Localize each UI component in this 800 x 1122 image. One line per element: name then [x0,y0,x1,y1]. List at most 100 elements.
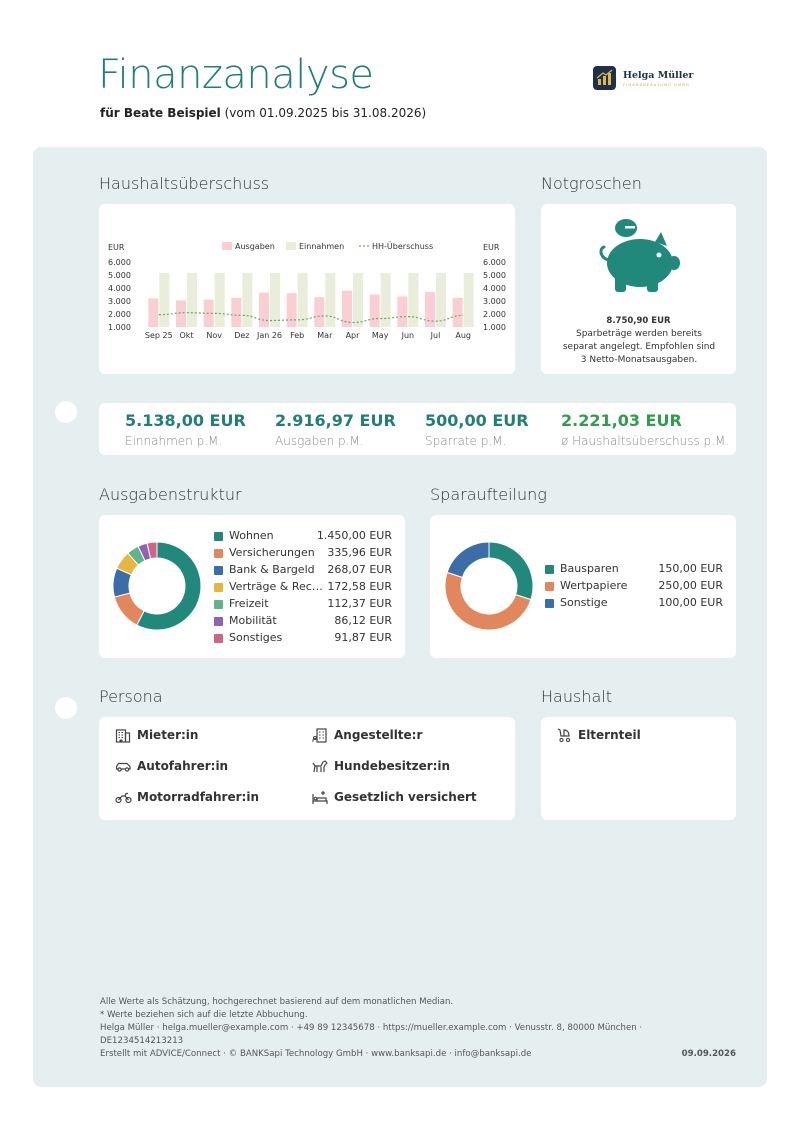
apartment-building-icon [115,729,131,743]
bar-chart-logo-icon [593,66,616,90]
y-tick-label: 5.000 [108,271,131,280]
haushaltsueberschuss-chart: EUR EUR 6.000 6.000 5.000 5.000 4.000 4.000 3.00… [108,241,506,340]
legend-swatch [214,532,223,541]
persona-label: Motorradfahrer:in [137,790,259,804]
legend-label: Wohnen [229,529,274,542]
sparaufteilung-card: Bausparen 150,00 EUR Wertpapiere 250,00 EUR… [430,515,736,658]
donut-slice [113,592,145,626]
legend-value: 86,12 EUR [334,614,392,627]
legend-label: Sonstiges [229,631,283,644]
haushalt-label: Elternteil [578,728,641,742]
legend-swatch [214,583,223,592]
y-axis-label-left: EUR [108,243,125,252]
hh-ueberschuss-line [158,312,464,324]
einnahmen-bar [353,273,363,327]
notgroschen-description: Sparbeträge werden bereits separat angel… [562,329,716,365]
kpi-value: 2.221,03 EUR [561,411,682,430]
ausgaben-bar [369,294,380,327]
einnahmen-bar [436,273,446,327]
haushalt-card: Elternteil [541,717,736,820]
footer-line: Helga Müller · helga.mueller@example.com… [100,1023,643,1033]
x-tick-label: Feb [290,331,304,340]
legend-swatch [222,242,232,250]
kpi-label: Sparrate p.M. [425,434,507,448]
y-axis-label-right: EUR [483,243,500,252]
y-tick-label: 4.000 [108,284,131,293]
ausgaben-bar [231,297,242,327]
kpi-haushaltsueberschuss: 2.221,03 EUR ø Haushaltsüberschuss p.M. [561,411,729,448]
kpi-label: Ausgaben p.M. [275,434,364,448]
einnahmen-bar [159,273,170,327]
x-tick-label: Okt [179,331,193,340]
legend-item: Freizeit 112,37 EUR [214,597,392,613]
y-tick-label: 4.000 [483,284,506,293]
ausgaben-bar [425,291,435,327]
einnahmen-bar [214,273,225,327]
logo-name: Helga Müller [623,70,694,81]
legend-value: 150,00 EUR [658,562,723,575]
x-tick-label: Apr [346,331,361,340]
ausgaben-bar [148,298,159,327]
piggy-bank-icon [599,219,680,292]
einnahmen-bar [242,273,253,327]
hospital-bed-icon [312,791,328,804]
kpi-einnahmen: 5.138,00 EUR Einnahmen p.M. [125,411,246,448]
legend-swatch [214,617,223,626]
legend-label: Verträge & Rechnu... [229,580,329,593]
legend-swatch [286,242,296,250]
y-tick-label: 5.000 [483,271,506,280]
report-date: 09.09.2026 [681,1049,736,1059]
company-logo: Helga Müller FINANZBERATUNG GMBH [593,66,713,92]
legend-swatch [214,600,223,609]
persona-label: Autofahrer:in [137,759,229,773]
section-title-haushaltsueberschuss: Haushaltsüberschuss [99,174,270,193]
section-title-ausgabenstruktur: Ausgabenstruktur [99,485,242,504]
legend-item: Sonstiges 91,87 EUR [214,631,392,647]
kpi-value: 2.916,97 EUR [275,411,396,430]
legend-swatch [214,566,223,575]
persona-label: Hundebesitzer:in [334,759,451,773]
punch-hole [55,401,77,423]
x-tick-label: Sep 25 [145,331,173,340]
legend-item: Bausparen 150,00 EUR [545,562,723,578]
legend-value: 172,58 EUR [327,580,392,593]
x-tick-label: Mar [317,331,333,340]
motorcycle-icon [115,792,132,804]
legend-swatch [545,582,554,591]
legend-label: HH-Überschuss [372,241,433,251]
kpi-value: 500,00 EUR [425,411,529,430]
y-tick-label: 1.000 [483,323,506,332]
kpi-label: ø Haushaltsüberschuss p.M. [561,434,730,448]
x-tick-label: Aug [455,331,471,340]
ausgaben-bar [176,300,186,327]
y-tick-label: 1.000 [108,323,131,332]
legend-value: 112,37 EUR [327,597,392,610]
punch-hole [55,697,77,719]
ausgaben-bar [452,297,463,327]
donut-slice [136,541,202,631]
section-title-sparaufteilung: Sparaufteilung [430,485,547,504]
legend-swatch [214,549,223,558]
ausgaben-bar [259,292,269,327]
car-icon [115,762,131,772]
legend-label: Wertpapiere [560,579,628,592]
ausgaben-bar [314,297,325,327]
persona-label: Angestellte:r [334,728,423,742]
office-building-icon [312,728,327,743]
legend-value: 100,00 EUR [658,596,723,609]
einnahmen-bar [408,273,419,327]
legend-item: Wertpapiere 250,00 EUR [545,579,723,595]
legend-label: Einnahmen [299,242,344,251]
x-tick-label: Jun [401,331,415,340]
donut-slice [446,541,490,578]
y-tick-label: 3.000 [483,297,506,306]
x-tick-label: Dez [234,331,249,340]
legend-swatch [545,565,554,574]
einnahmen-bar [325,273,336,327]
notgroschen-amount: 8.750,90 EUR [606,316,671,326]
y-tick-label: 6.000 [483,258,506,267]
page-title: Finanzanalyse [98,52,374,98]
persona-card: Mieter:in Angestellte:r Autofahrer:in Hu… [99,717,515,820]
legend-label: Bausparen [560,562,619,575]
legend-value: 91,87 EUR [334,631,392,644]
